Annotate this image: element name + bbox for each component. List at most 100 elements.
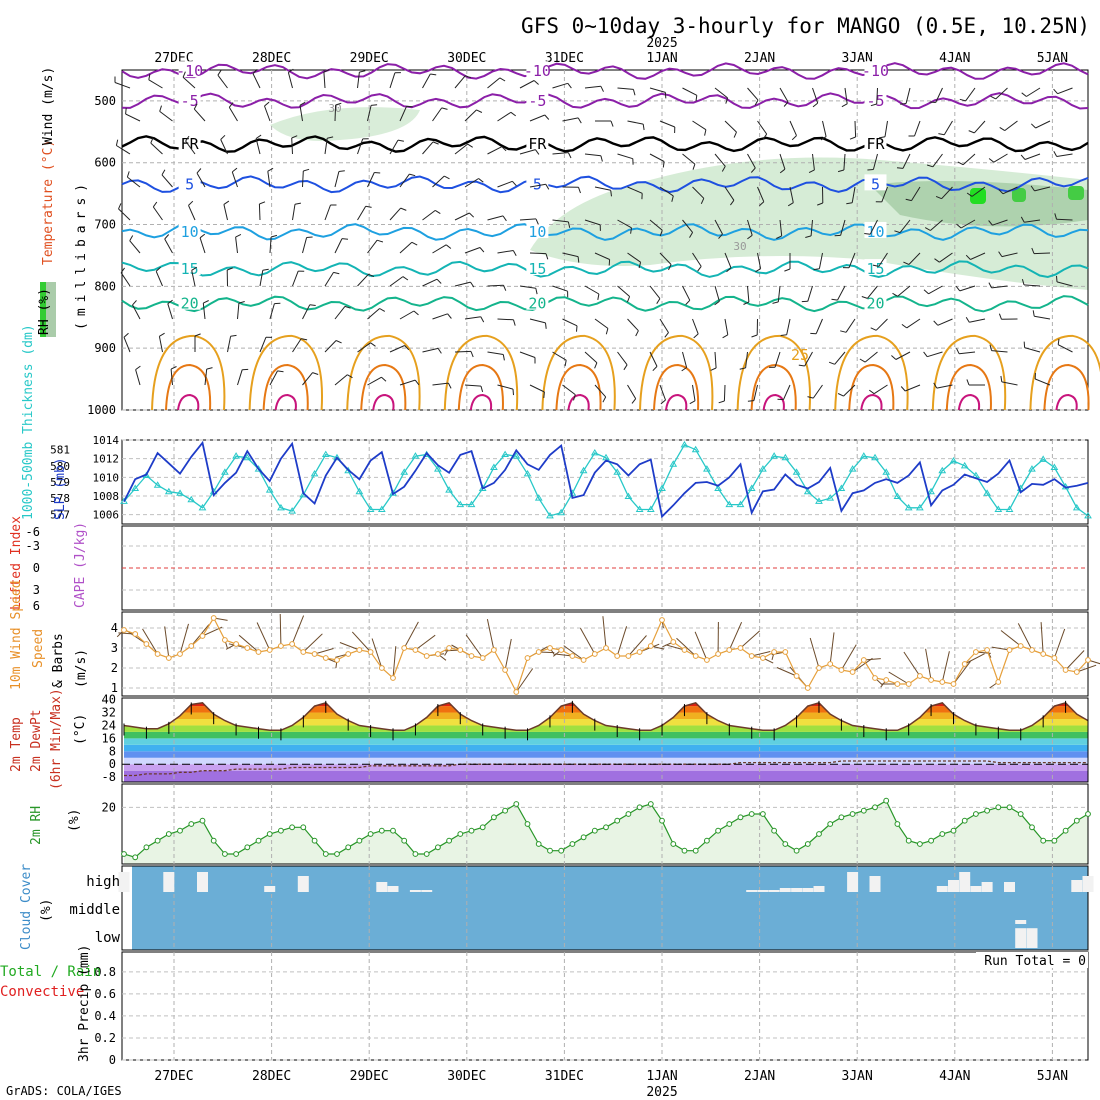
- isotherm-label-bg: [178, 293, 201, 310]
- panel-frame: [121, 865, 1089, 951]
- wind-barb-flag: [1021, 92, 1027, 97]
- rh-point: [1062, 827, 1069, 834]
- rh-2m-panel: 20 2m RH (%): [29, 783, 1091, 865]
- rh-contour-label: 30: [733, 240, 746, 253]
- wind-barb-flag: [721, 166, 726, 172]
- wind-barb-flag: [743, 301, 750, 305]
- wind-10m-barb: [925, 648, 932, 681]
- wind-barb: [367, 376, 382, 386]
- wind-barb: [682, 153, 696, 165]
- wind-speed-point: [345, 651, 352, 657]
- isotherm-label: 5: [185, 175, 194, 193]
- wind-speed-point: [1073, 669, 1080, 675]
- cloud-bar-high: [970, 886, 982, 892]
- wind-speed-point: [647, 643, 654, 649]
- wind-10m-barb: [504, 638, 512, 671]
- date-label-bottom: 5JAN: [1037, 1069, 1068, 1084]
- wind-barb-flag: [870, 103, 877, 107]
- thickness-point: [815, 497, 823, 504]
- wind-barb-flag: [808, 169, 815, 174]
- rh-area: [124, 800, 1088, 864]
- wind-speed-point: [210, 615, 217, 621]
- wind-barb-flag: [1021, 278, 1025, 286]
- wind-barb: [487, 215, 504, 221]
- slp-series-line: [123, 440, 1089, 519]
- wind-speed-point: [535, 649, 542, 655]
- wind-barb-flag: [535, 288, 538, 295]
- wind-barb: [552, 219, 569, 223]
- wind-barb-flag: [664, 332, 669, 338]
- thickness-point: [490, 463, 498, 470]
- wind-barb: [454, 212, 470, 221]
- isotherm-30-loop: [653, 363, 700, 411]
- wind-barb-flag: [344, 305, 351, 309]
- isotherm-label: 25: [791, 346, 809, 364]
- pressure-tick-label: 800: [94, 279, 116, 293]
- date-label-top: 1JAN: [646, 51, 677, 66]
- wind-barb-flag: [159, 332, 165, 337]
- wind-barb: [991, 285, 1008, 289]
- rh-point: [435, 844, 441, 851]
- wind-barb-flag: [668, 264, 672, 271]
- wind-barb: [182, 76, 196, 89]
- rh-point: [322, 851, 329, 857]
- wind-barb-flag: [605, 328, 609, 335]
- wind-speed-point: [165, 655, 172, 661]
- wind-barb: [464, 109, 477, 122]
- wind-speed-point: [233, 641, 240, 647]
- wind-barb-flag: [681, 367, 687, 372]
- wind-speed-point: [367, 649, 374, 655]
- wind-barb-flag: [374, 172, 381, 174]
- wind-barb-flag: [934, 258, 940, 263]
- wind-barb-flag: [900, 386, 906, 392]
- wind-barb-flag: [118, 203, 122, 210]
- rh-point: [502, 807, 509, 814]
- isotherm-label: -10: [176, 62, 203, 80]
- pressure-tick-label: 900: [94, 341, 116, 355]
- wind-speed-point: [547, 645, 553, 651]
- li-tick-label: 6: [33, 599, 40, 613]
- wind-10m-barb: [991, 646, 1010, 651]
- isotherm-label: 20: [181, 295, 199, 313]
- wind-barb: [227, 336, 232, 353]
- wind-barb-flag: [193, 103, 198, 110]
- wind-barb-flag: [223, 200, 230, 205]
- wind-barb-flag: [235, 233, 242, 238]
- thickness-point: [546, 511, 554, 519]
- wind-barb-flag: [182, 71, 186, 78]
- wind-barb: [235, 237, 238, 254]
- wind-barb-flag: [288, 68, 294, 73]
- wind-speed-point: [1040, 651, 1047, 657]
- wind-barb: [367, 239, 378, 254]
- isotherm-label-bg: [526, 134, 549, 151]
- wind-barb: [995, 87, 1008, 100]
- thickness-point: [232, 452, 240, 459]
- date-label-top: 30DEC: [447, 51, 486, 66]
- wind-tick-label: 4: [111, 621, 118, 635]
- wind-barb: [529, 384, 545, 393]
- wind-barb-flag: [923, 351, 928, 358]
- wind-10m-barb: [415, 634, 436, 651]
- wind-speed-point: [569, 653, 576, 659]
- isotherm-30-loop: [555, 363, 602, 411]
- wind-barb-flag: [203, 300, 209, 304]
- isotherm-label: 10: [866, 223, 884, 241]
- wind-barb-flag: [512, 389, 514, 396]
- rh-point: [872, 804, 878, 811]
- wind-barb: [1035, 378, 1051, 386]
- wind-barb-flag: [791, 135, 797, 141]
- wind-barb-flag: [413, 310, 419, 316]
- thickness-point: [927, 487, 935, 495]
- thickness-point: [691, 445, 700, 453]
- slp-thickness-panel: 1006 1008 1010 1012 1014 577 578 579 580 581 1000-…: [21, 324, 1092, 525]
- wind-barb: [914, 120, 921, 137]
- thickness-point: [1039, 455, 1048, 462]
- wind-barb: [659, 384, 666, 401]
- wind-barb-flag: [779, 168, 786, 174]
- run-total-bg: [976, 952, 1088, 968]
- cloud-bar-high: [1082, 876, 1094, 892]
- thickness-point: [377, 505, 386, 512]
- wind-barb-flag: [846, 202, 853, 205]
- wind-barb-flag: [447, 313, 452, 319]
- wind-barb: [812, 153, 815, 170]
